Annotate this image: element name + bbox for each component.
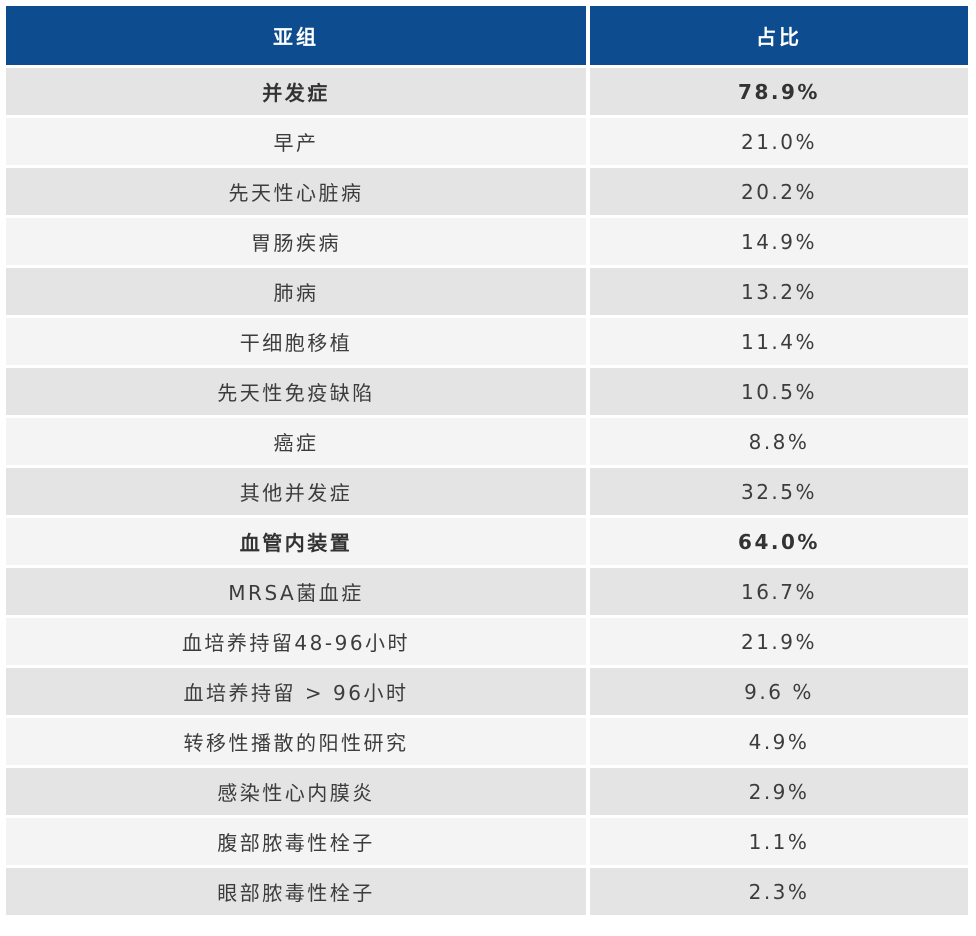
subgroup-cell: 干细胞移植	[6, 318, 586, 365]
table-row: 血培养持留48-96小时 21.9%	[6, 618, 968, 665]
table-header-row: 亚组 占比	[6, 6, 968, 65]
percent-cell: 2.3%	[590, 868, 968, 915]
subgroup-cell: 血培养持留 > 96小时	[6, 668, 586, 715]
percent-cell: 32.5%	[590, 468, 968, 515]
subgroup-cell: 早产	[6, 118, 586, 165]
percent-cell: 14.9%	[590, 218, 968, 265]
subgroup-cell: 先天性心脏病	[6, 168, 586, 215]
percent-cell: 9.6 %	[590, 668, 968, 715]
subgroup-cell: 其他并发症	[6, 468, 586, 515]
table-row: 癌症 8.8%	[6, 418, 968, 465]
subgroup-cell: 感染性心内膜炎	[6, 768, 586, 815]
table-row: 眼部脓毒性栓子 2.3%	[6, 868, 968, 915]
percent-cell: 4.9%	[590, 718, 968, 765]
table-row: 干细胞移植 11.4%	[6, 318, 968, 365]
percent-cell: 2.9%	[590, 768, 968, 815]
table-row: 感染性心内膜炎 2.9%	[6, 768, 968, 815]
table-row: 血培养持留 > 96小时 9.6 %	[6, 668, 968, 715]
subgroup-cell: 血培养持留48-96小时	[6, 618, 586, 665]
table-row: 其他并发症 32.5%	[6, 468, 968, 515]
subgroup-cell: 胃肠疾病	[6, 218, 586, 265]
column-header-percent: 占比	[590, 6, 968, 65]
table-row: 先天性免疫缺陷 10.5%	[6, 368, 968, 415]
percent-cell: 64.0%	[590, 518, 968, 565]
subgroup-cell: MRSA菌血症	[6, 568, 586, 615]
subgroup-cell: 转移性播散的阳性研究	[6, 718, 586, 765]
percent-cell: 11.4%	[590, 318, 968, 365]
table-row: 胃肠疾病 14.9%	[6, 218, 968, 265]
table-body: 并发症 78.9% 早产 21.0% 先天性心脏病 20.2% 胃肠疾病 14.9% 肺病 13.…	[6, 68, 968, 915]
percent-cell: 20.2%	[590, 168, 968, 215]
subgroup-cell: 并发症	[6, 68, 586, 115]
table-row: 肺病 13.2%	[6, 268, 968, 315]
table-row: 腹部脓毒性栓子 1.1%	[6, 818, 968, 865]
percent-cell: 21.0%	[590, 118, 968, 165]
percent-cell: 21.9%	[590, 618, 968, 665]
percent-cell: 78.9%	[590, 68, 968, 115]
table-row: 早产 21.0%	[6, 118, 968, 165]
percent-cell: 10.5%	[590, 368, 968, 415]
column-header-subgroup: 亚组	[6, 6, 586, 65]
subgroup-cell: 血管内装置	[6, 518, 586, 565]
table-row: MRSA菌血症 16.7%	[6, 568, 968, 615]
table-row: 血管内装置 64.0%	[6, 518, 968, 565]
percent-cell: 13.2%	[590, 268, 968, 315]
table-row: 转移性播散的阳性研究 4.9%	[6, 718, 968, 765]
percent-cell: 16.7%	[590, 568, 968, 615]
subgroup-cell: 肺病	[6, 268, 586, 315]
subgroup-cell: 眼部脓毒性栓子	[6, 868, 586, 915]
percent-cell: 8.8%	[590, 418, 968, 465]
subgroup-cell: 腹部脓毒性栓子	[6, 818, 586, 865]
subgroup-cell: 癌症	[6, 418, 586, 465]
percent-cell: 1.1%	[590, 818, 968, 865]
subgroup-cell: 先天性免疫缺陷	[6, 368, 586, 415]
table-row: 先天性心脏病 20.2%	[6, 168, 968, 215]
subgroup-percentage-table: 亚组 占比 并发症 78.9% 早产 21.0% 先天性心脏病 20.2% 胃肠疾病 14.9…	[6, 6, 968, 918]
table-row: 并发症 78.9%	[6, 68, 968, 115]
